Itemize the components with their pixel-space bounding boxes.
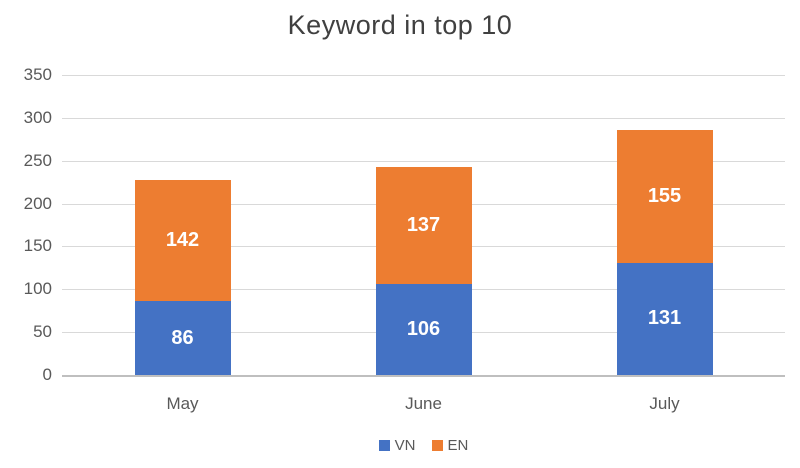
gridline — [62, 161, 785, 162]
legend-marker-vn — [378, 440, 390, 451]
data-label-may-en: 142 — [165, 228, 200, 251]
data-label-june-en: 137 — [406, 213, 441, 236]
bar-segment-july-en: 155 — [616, 129, 713, 263]
y-tick-label: 0 — [42, 365, 52, 384]
chart-title: Keyword in top 10 — [287, 10, 513, 40]
data-label-june-vn: 106 — [406, 318, 441, 341]
gridline — [62, 118, 785, 119]
bar-segment-june-en: 137 — [375, 166, 472, 285]
x-axis-line — [62, 375, 785, 377]
data-label-may-vn: 86 — [171, 326, 194, 349]
bar-segment-may-en: 142 — [134, 179, 231, 302]
y-tick-label: 250 — [23, 151, 52, 170]
bar-segment-june-vn: 106 — [375, 284, 472, 375]
bar-segment-july-vn: 131 — [616, 262, 713, 375]
x-axis-label-june: June — [405, 394, 442, 413]
x-axis-label-july: July — [649, 394, 680, 413]
legend-label: EN — [447, 437, 469, 454]
legend-item-en: EN — [431, 437, 469, 454]
x-axis-label-may: May — [166, 394, 199, 413]
y-tick-label: 200 — [23, 194, 52, 213]
gridline — [62, 75, 785, 76]
y-tick-label: 50 — [33, 322, 52, 341]
legend: VN EN — [62, 437, 785, 454]
y-tick-label: 100 — [23, 279, 52, 298]
data-label-july-vn: 131 — [647, 307, 682, 330]
y-tick-label: 150 — [23, 236, 52, 255]
y-tick-label: 300 — [23, 108, 52, 127]
y-tick-label: 350 — [23, 65, 52, 84]
legend-label: VN — [394, 437, 416, 454]
legend-item-vn: VN — [378, 437, 416, 454]
bar-segment-may-vn: 86 — [134, 301, 231, 375]
data-label-july-en: 155 — [647, 184, 682, 207]
legend-marker-en — [431, 440, 443, 451]
